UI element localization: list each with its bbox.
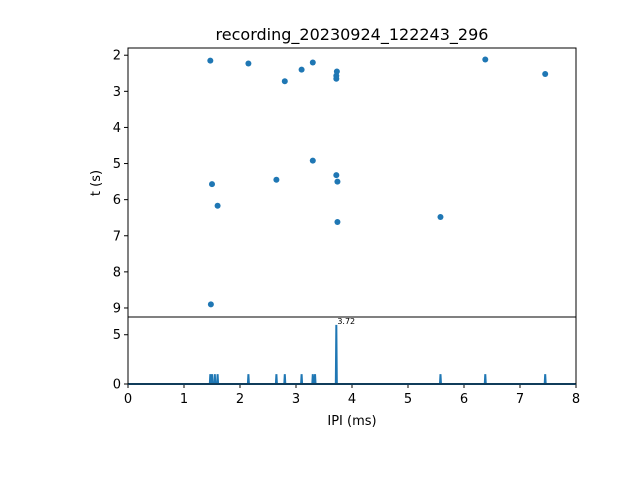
histogram-y-tick-label: 5: [113, 328, 121, 343]
scatter-point: [333, 75, 340, 82]
histogram-x-axis-label: IPI (ms): [327, 414, 376, 429]
histogram-x-tick-label: 3: [292, 392, 300, 407]
scatter-y-tick-label: 3: [113, 85, 121, 100]
histogram-plot-area: [128, 317, 576, 384]
histogram-y-tick-label: 0: [113, 378, 121, 393]
scatter-plot-area: [128, 48, 576, 317]
scatter-point: [207, 57, 214, 64]
scatter-point: [309, 59, 316, 66]
scatter-point: [482, 56, 489, 63]
scatter-point: [334, 219, 341, 226]
scatter-point: [209, 181, 215, 188]
chart-title: recording_20230924_122243_296: [216, 25, 489, 45]
scatter-y-tick-label: 8: [113, 265, 121, 280]
scatter-point: [309, 157, 316, 164]
scatter-panel: 2 3 4 5 6 7 8 9 t (s): [89, 47, 577, 318]
histogram-panel: 0 5 0 1 2 3 4 5 6 7 8 3.72 IPI (ms): [113, 316, 580, 429]
histogram-x-tick-label: 4: [348, 392, 356, 407]
histogram-x-tick-label: 0: [124, 392, 132, 407]
histogram-x-tick-label: 7: [516, 392, 524, 407]
scatter-y-tick-label: 7: [113, 229, 121, 244]
scatter-point: [207, 301, 214, 308]
scatter-y-tick-label: 9: [113, 301, 121, 316]
scatter-point: [298, 66, 305, 73]
scatter-point: [542, 70, 549, 77]
scatter-point: [281, 78, 288, 85]
scatter-y-tick-label: 5: [113, 157, 121, 172]
scatter-point: [214, 202, 221, 209]
histogram-x-tick-label: 6: [460, 392, 468, 407]
histogram-x-tick-label: 8: [572, 392, 580, 407]
scatter-point: [437, 213, 444, 220]
scatter-y-tick-label: 6: [113, 193, 121, 208]
scatter-y-axis-label: t (s): [89, 170, 104, 196]
scatter-point: [245, 60, 252, 67]
histogram-x-tick-label: 2: [236, 392, 244, 407]
scatter-y-tick-label: 2: [113, 49, 121, 64]
peak-annotation: 3.72: [337, 317, 355, 326]
scatter-point: [334, 178, 341, 185]
histogram-frame: [127, 316, 577, 385]
scatter-point: [273, 176, 280, 183]
scatter-point: [333, 172, 340, 179]
histogram-x-tick-label: 1: [180, 392, 188, 407]
histogram-x-tick-label: 5: [404, 392, 412, 407]
scatter-y-tick-label: 4: [113, 121, 121, 136]
